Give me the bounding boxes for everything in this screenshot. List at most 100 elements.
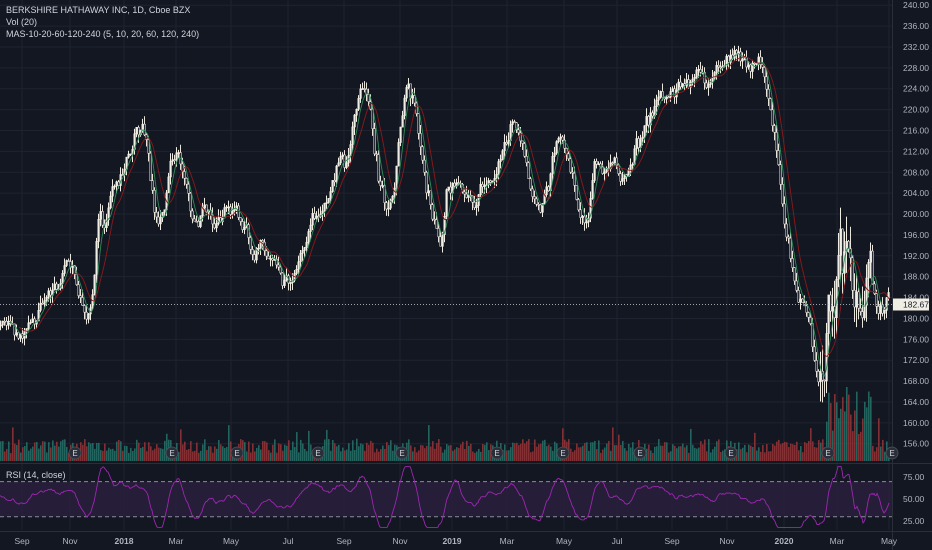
candle-body [233, 209, 236, 211]
volume-bar [684, 447, 686, 461]
candle-body [143, 123, 146, 136]
volume-bar [590, 442, 592, 461]
candle-body [635, 138, 638, 150]
candle-body [793, 267, 796, 282]
price-tick-label: 212.00 [903, 146, 929, 156]
candle-body [801, 298, 804, 303]
candle-body [629, 164, 632, 171]
candle-body [761, 64, 764, 68]
volume-bar [600, 452, 602, 461]
volume-bar [630, 447, 632, 461]
volume-bar [758, 447, 760, 461]
earnings-marker[interactable] [68, 446, 82, 460]
earnings-marker[interactable] [230, 446, 244, 460]
time-axis[interactable]: Sep Nov 2018 Mar May Jul Sep Nov 2019 Mar May Jul Se… [14, 536, 897, 546]
candle-body [277, 264, 280, 268]
candle-body [795, 280, 798, 291]
candle-body [647, 116, 650, 126]
earnings-marker[interactable] [490, 446, 504, 460]
volume-bar [408, 439, 410, 461]
volume-bar [194, 450, 196, 461]
candle-body [413, 95, 416, 104]
volume-legend: Vol (20) [6, 17, 38, 27]
candle-body [503, 142, 506, 152]
candle-body [375, 153, 378, 156]
volume-bar [756, 450, 758, 461]
candle-body [497, 161, 500, 175]
ma-20-line [18, 56, 890, 357]
volume-bar [332, 439, 334, 461]
candle-body [211, 214, 214, 225]
earnings-marker[interactable] [556, 446, 570, 460]
time-tick-label: Nov [719, 536, 735, 546]
candle-body [255, 247, 258, 261]
volume-bar [592, 442, 594, 461]
volume-bar [698, 447, 700, 461]
rsi-tick-label: 25.00 [903, 516, 925, 526]
candle-body [707, 84, 710, 88]
earnings-marker-label: E [494, 449, 499, 458]
volume-bar [662, 445, 664, 461]
moving-averages [8, 53, 890, 378]
candle-body [239, 217, 242, 222]
volume-bar [582, 445, 584, 461]
volume-bar [358, 446, 360, 461]
candle-body [857, 291, 860, 309]
earnings-marker[interactable] [165, 446, 179, 460]
volume-bar [692, 444, 694, 461]
candle-body [279, 266, 282, 274]
volume-bar [616, 445, 618, 461]
candle-body [67, 260, 70, 262]
candle-body [671, 88, 674, 92]
volume-bar [828, 392, 830, 461]
candle-body [567, 153, 570, 160]
candle-body [113, 185, 116, 188]
time-tick-label: May [223, 536, 240, 546]
candle-body [439, 236, 442, 247]
earnings-marker[interactable] [633, 446, 647, 460]
volume-bar [366, 442, 368, 461]
volume-bar [864, 401, 866, 461]
earnings-marker[interactable] [724, 446, 738, 460]
candle-body [313, 213, 316, 219]
candle-body [659, 91, 662, 98]
volume-bar [336, 446, 338, 461]
volume-bar [880, 446, 882, 461]
volume-bar [844, 411, 846, 461]
candle-body [79, 295, 82, 298]
volume-bar [104, 443, 106, 461]
volume-bar [164, 440, 166, 461]
volume-bar [510, 447, 512, 461]
volume-bar [472, 451, 474, 461]
candle-body [249, 237, 252, 250]
volume-bar [54, 445, 56, 461]
candle-body [15, 332, 18, 336]
volume-bar [212, 452, 214, 461]
candle-body [517, 129, 520, 134]
volume-bar [608, 440, 610, 461]
candle-body [557, 137, 560, 142]
volume-bar [62, 439, 64, 461]
candle-body [573, 172, 576, 186]
candle-body [363, 88, 366, 90]
candle-body [411, 95, 414, 99]
candle-body [109, 195, 112, 209]
candle-body [699, 68, 702, 73]
candle-body [791, 258, 794, 268]
candle-body [867, 261, 870, 279]
volume-bar [106, 450, 108, 461]
volume-bar [706, 451, 708, 461]
price-axis[interactable]: 240.00 236.00 232.00 228.00 224.00 220.00 216.… [893, 0, 929, 449]
earnings-marker[interactable] [821, 446, 835, 460]
volume-bar [112, 448, 114, 461]
candle-body [759, 56, 762, 65]
candle-body [875, 293, 878, 307]
candle-body [535, 198, 538, 205]
earnings-marker[interactable] [885, 446, 899, 460]
earnings-marker[interactable] [311, 446, 325, 460]
earnings-marker[interactable] [395, 446, 409, 460]
candle-body [391, 195, 394, 201]
volume-bar [274, 439, 276, 461]
